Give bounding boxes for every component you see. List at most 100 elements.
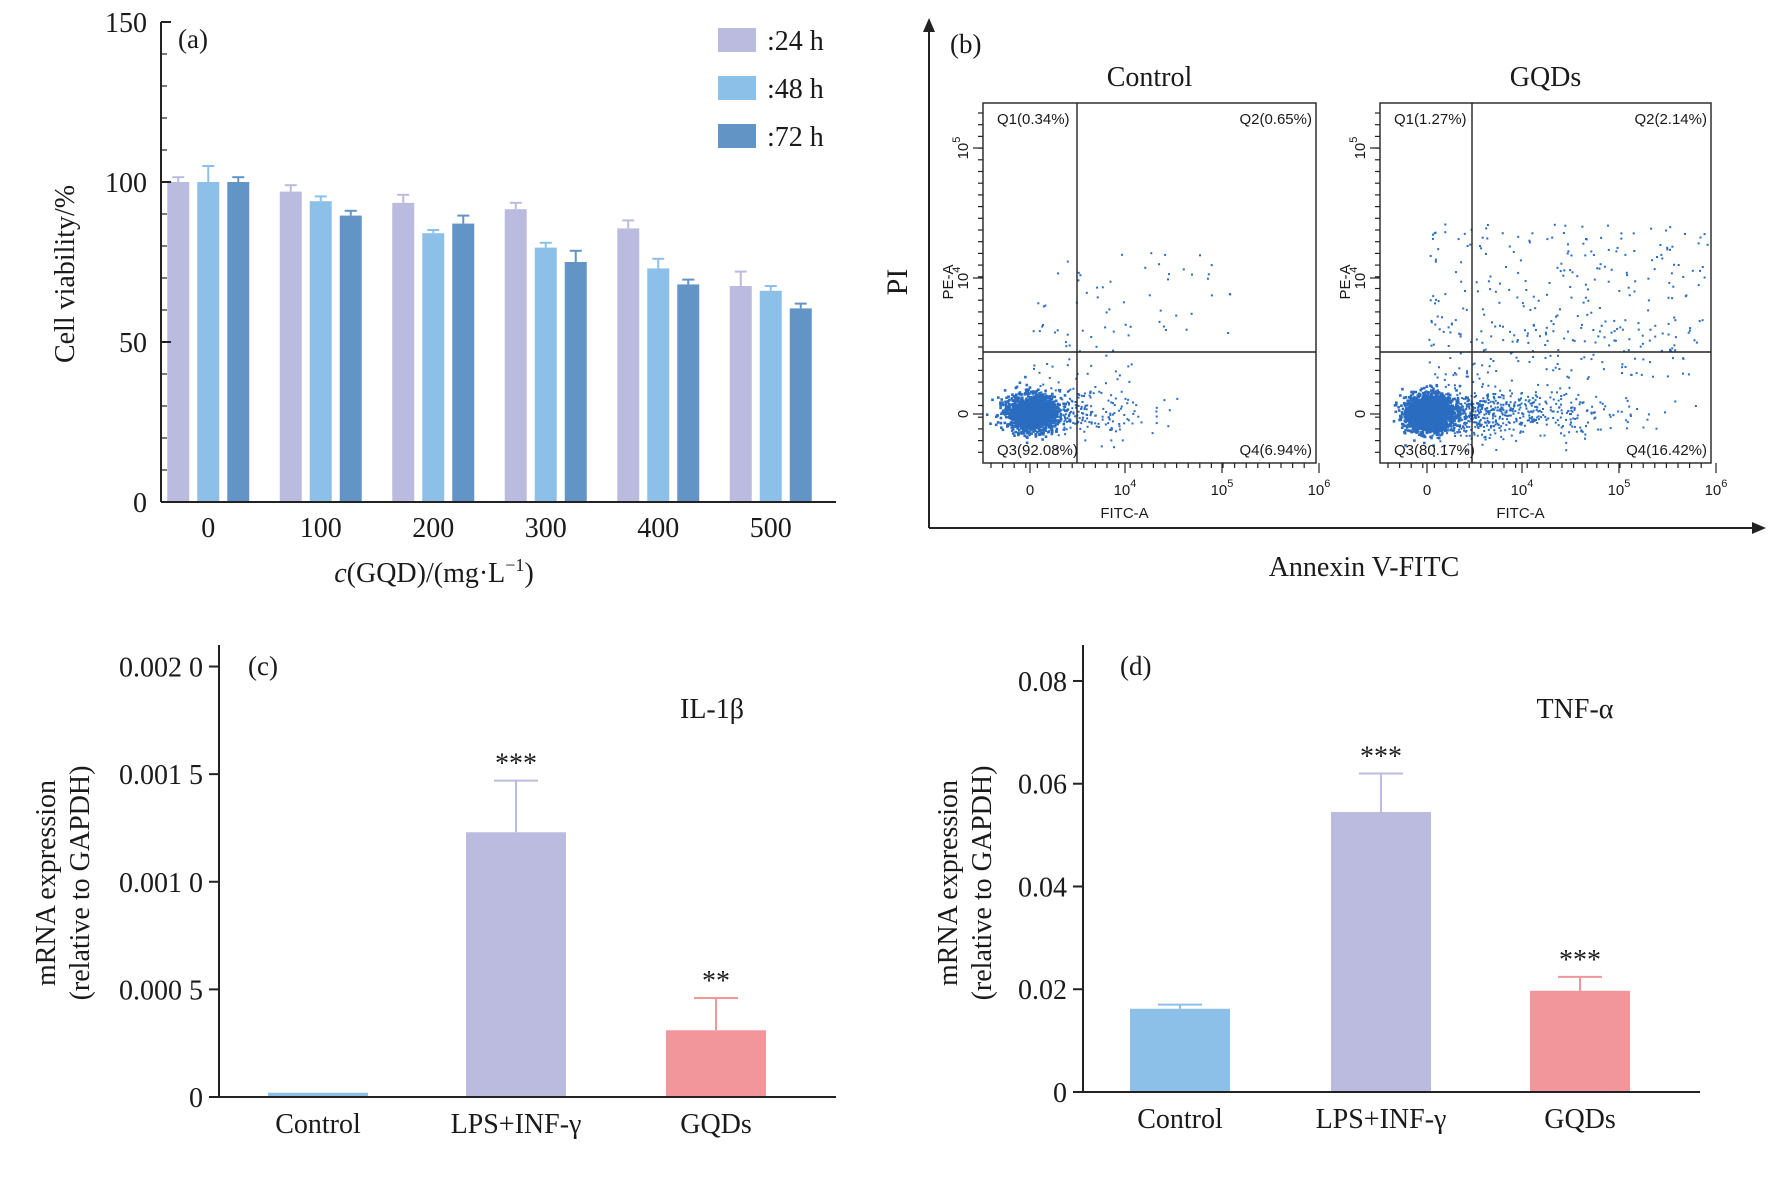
dot: [1500, 406, 1503, 409]
dot: [1006, 400, 1010, 403]
dot: [1394, 410, 1398, 414]
dot: [1051, 402, 1054, 405]
dot: [1422, 411, 1425, 414]
dot: [1531, 232, 1534, 235]
dot: [1056, 406, 1058, 409]
dot: [1461, 397, 1464, 399]
dot: [1123, 422, 1126, 425]
dot: [1619, 326, 1622, 329]
dot: [1413, 407, 1416, 411]
dot: [1167, 425, 1170, 428]
legend-swatch-a-2: [718, 124, 756, 148]
dot: [1101, 418, 1104, 421]
dot: [1086, 372, 1089, 375]
dot: [1540, 411, 1543, 414]
dot: [1447, 413, 1450, 416]
dot: [1011, 418, 1014, 422]
dot: [1021, 404, 1024, 407]
dot: [1034, 408, 1038, 411]
dot: [1065, 345, 1068, 348]
dot: [1409, 419, 1412, 423]
dot: [1056, 402, 1060, 406]
dot: [1427, 421, 1430, 425]
dot: [1025, 424, 1029, 427]
dot: [1528, 399, 1531, 402]
dot: [1447, 326, 1450, 329]
dot: [1402, 424, 1405, 428]
dot: [1571, 425, 1574, 428]
dot: [1569, 286, 1572, 288]
dot: [1478, 403, 1481, 406]
dot: [1459, 425, 1461, 428]
dot: [1006, 405, 1010, 409]
dot: [1425, 385, 1429, 388]
dot: [1020, 399, 1023, 402]
dot: [1011, 393, 1014, 396]
xtick-label-a-500: 500: [750, 513, 792, 544]
dot: [1474, 410, 1477, 413]
dot: [1593, 411, 1596, 414]
dot: [1056, 329, 1059, 332]
dot: [1412, 390, 1415, 394]
dot: [1523, 424, 1526, 427]
dot: [1567, 243, 1569, 246]
dot: [1493, 412, 1496, 415]
dot: [1031, 426, 1034, 429]
dot: [1418, 424, 1422, 427]
dot: [1459, 392, 1461, 395]
panel-a-xlabel: c(GQD)/(mg·L−1): [334, 555, 534, 589]
dot: [1068, 418, 1071, 421]
dot: [1429, 255, 1432, 257]
dot: [1443, 426, 1445, 429]
dot: [1079, 274, 1082, 277]
dot: [1185, 328, 1188, 331]
dot: [1467, 419, 1470, 422]
dot: [1440, 396, 1443, 399]
dot: [1069, 388, 1072, 391]
dot: [1010, 410, 1013, 414]
dot: [1518, 423, 1521, 426]
dot: [1456, 430, 1459, 434]
dot: [1096, 296, 1099, 299]
dot: [1575, 430, 1578, 433]
dot: [1479, 245, 1481, 247]
dot: [1483, 430, 1486, 432]
dot: [1455, 417, 1457, 420]
dot: [1052, 421, 1055, 424]
dot: [1045, 427, 1048, 429]
dot: [1512, 428, 1515, 431]
dot: [1054, 417, 1057, 419]
dot: [1415, 430, 1418, 433]
dot: [1491, 321, 1493, 324]
dot: [1460, 261, 1463, 264]
dot: [1033, 405, 1037, 408]
dot: [1480, 423, 1483, 426]
dot: [1077, 271, 1080, 274]
dot: [1014, 430, 1017, 434]
dot: [1463, 422, 1466, 425]
dot: [1418, 418, 1422, 421]
dot: [1051, 405, 1054, 408]
dot: [1513, 421, 1516, 424]
dot: [1423, 392, 1427, 395]
dot: [1575, 398, 1578, 401]
dot: [999, 403, 1002, 407]
dot: [1049, 419, 1052, 421]
dot: [1084, 439, 1087, 442]
dot: [1551, 410, 1554, 413]
dot: [1601, 402, 1604, 405]
dot: [1476, 414, 1479, 416]
dot: [1043, 427, 1046, 430]
dot: [1440, 429, 1443, 433]
dot: [1539, 409, 1541, 412]
dot: [1522, 413, 1525, 416]
dot: [1409, 398, 1413, 402]
dot: [1486, 417, 1489, 420]
dot: [1123, 414, 1126, 416]
dot: [1062, 428, 1065, 431]
dot: [999, 406, 1002, 410]
dot: [1443, 421, 1446, 424]
dot: [1029, 396, 1033, 399]
dot: [1504, 429, 1507, 432]
dot: [1439, 397, 1442, 400]
